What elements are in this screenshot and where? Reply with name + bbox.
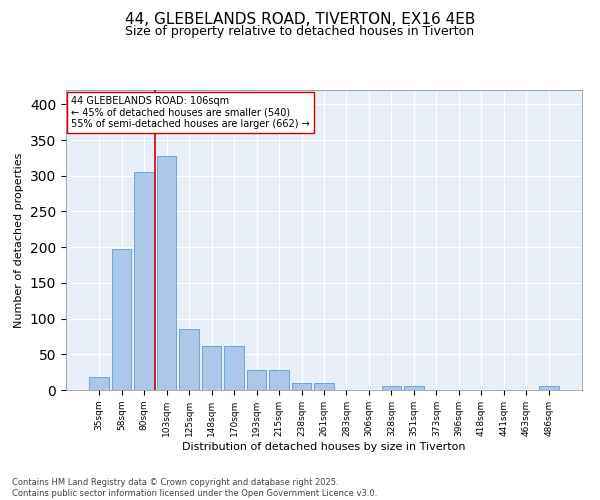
Bar [292,383,311,390]
Bar [382,386,401,390]
Bar [134,172,154,390]
Text: 44, GLEBELANDS ROAD, TIVERTON, EX16 4EB: 44, GLEBELANDS ROAD, TIVERTON, EX16 4EB [125,12,475,28]
Text: Contains HM Land Registry data © Crown copyright and database right 2025.
Contai: Contains HM Land Registry data © Crown c… [12,478,377,498]
Bar [202,346,221,390]
Bar [269,370,289,390]
Bar [539,386,559,390]
Bar [224,346,244,390]
Y-axis label: Number of detached properties: Number of detached properties [14,152,25,328]
X-axis label: Distribution of detached houses by size in Tiverton: Distribution of detached houses by size … [182,442,466,452]
Bar [314,383,334,390]
Bar [112,250,131,390]
Text: Size of property relative to detached houses in Tiverton: Size of property relative to detached ho… [125,25,475,38]
Bar [89,377,109,390]
Text: 44 GLEBELANDS ROAD: 106sqm
← 45% of detached houses are smaller (540)
55% of sem: 44 GLEBELANDS ROAD: 106sqm ← 45% of deta… [71,96,310,129]
Bar [179,330,199,390]
Bar [404,386,424,390]
Bar [247,370,266,390]
Bar [157,156,176,390]
